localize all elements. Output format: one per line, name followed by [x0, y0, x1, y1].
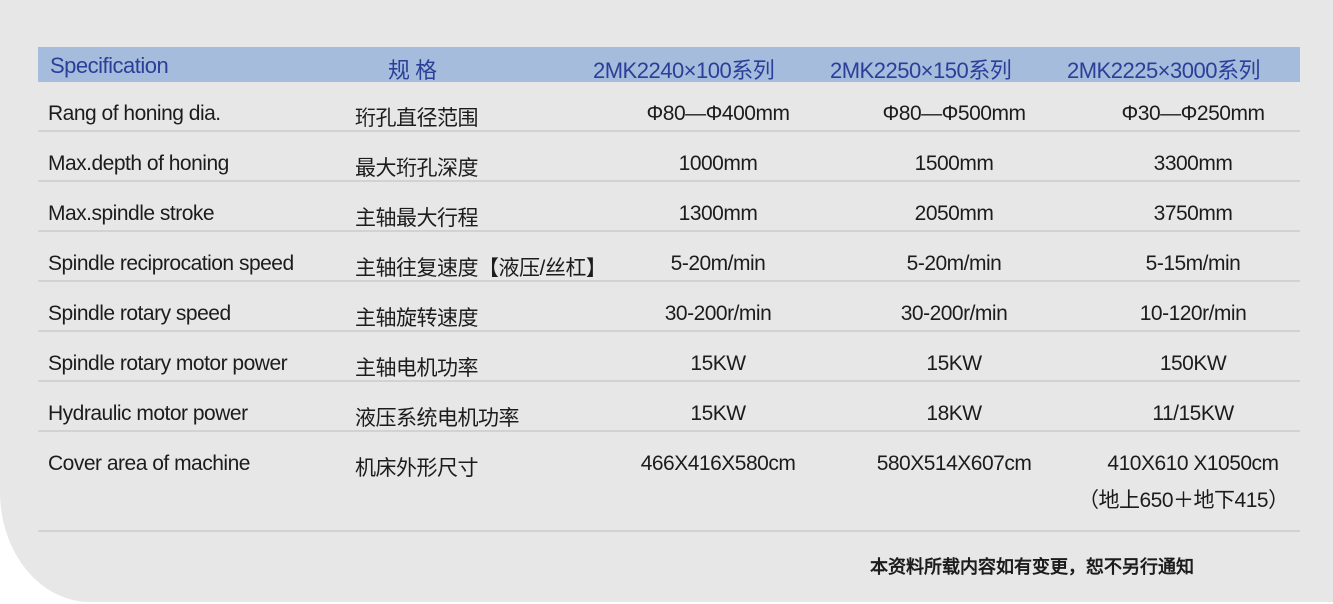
- value-model-2: 2050mm: [914, 202, 994, 225]
- value-model-1: 5-20m/min: [670, 252, 766, 275]
- table-row: Rang of honing dia. 珩孔直径范围 Φ80—Φ400mm Φ80—Φ…: [38, 89, 1300, 132]
- value-model-2: 15KW: [926, 352, 982, 375]
- value-model-2: 580X514X607cm: [876, 452, 1032, 475]
- row-label-cn: 珩孔直径范围: [355, 107, 479, 130]
- row-label-cn: 液压系统电机功率: [355, 407, 520, 430]
- table-row: Spindle reciprocation speed 主轴往复速度【液压/丝杠】…: [38, 239, 1300, 282]
- row-label-en: Cover area of machine: [48, 452, 250, 475]
- table-header: Specification 规 格 2MK2240×100系列 2MK2250×…: [38, 47, 1300, 83]
- value-model-2: 5-20m/min: [906, 252, 1002, 275]
- table-row: Max.spindle stroke 主轴最大行程 1300mm 2050mm 3750…: [38, 189, 1300, 232]
- value-model-1: Φ80—Φ400mm: [646, 102, 790, 125]
- header-model-2: 2MK2250×150系列: [830, 58, 1012, 83]
- value-model-3: Φ30—Φ250mm: [1121, 102, 1265, 125]
- table-row: Spindle rotary motor power 主轴电机功率 15KW 15KW…: [38, 339, 1300, 382]
- value-model-3: 5-15m/min: [1145, 252, 1241, 275]
- row-label-en: Spindle reciprocation speed: [48, 252, 294, 275]
- row-label-en: Max.depth of honing: [48, 152, 229, 175]
- table-row: Cover area of machine 机床外形尺寸 466X416X580cm…: [38, 439, 1300, 532]
- value-model-2: 18KW: [926, 402, 982, 425]
- value-model-1: 15KW: [690, 402, 746, 425]
- row-label-cn: 主轴旋转速度: [355, 307, 479, 330]
- row-label-cn: 主轴电机功率: [355, 357, 479, 380]
- value-model-3: 150KW: [1159, 352, 1227, 375]
- footer-note: 本资料所载内容如有变更，恕不另行通知: [870, 557, 1194, 577]
- value-model-3: 3750mm: [1153, 202, 1233, 225]
- row-label-en: Max.spindle stroke: [48, 202, 215, 225]
- table-row: Spindle rotary speed 主轴旋转速度 30-200r/min 30-…: [38, 289, 1300, 332]
- value-model-3: 3300mm: [1153, 152, 1233, 175]
- value-model-1: 1000mm: [678, 152, 758, 175]
- row-label-en: Rang of honing dia.: [48, 102, 221, 125]
- table-row: Hydraulic motor power 液压系统电机功率 15KW 18KW 11/…: [38, 389, 1300, 432]
- row-label-en: Spindle rotary speed: [48, 302, 231, 325]
- header-model-3: 2MK2225×3000系列: [1067, 58, 1260, 83]
- value-model-2: 1500mm: [914, 152, 994, 175]
- header-model-1: 2MK2240×100系列: [593, 58, 775, 83]
- header-specification: Specification: [50, 53, 169, 78]
- table-row: Max.depth of honing 最大珩孔深度 1000mm 1500mm 330…: [38, 139, 1300, 182]
- value-model-1: 30-200r/min: [664, 302, 772, 325]
- row-label-cn: 机床外形尺寸: [355, 457, 479, 480]
- cover-area-note: （地上650＋地下415）: [1078, 489, 1289, 512]
- value-model-3: 11/15KW: [1152, 402, 1234, 425]
- row-label-en: Spindle rotary motor power: [48, 352, 288, 375]
- row-label-en: Hydraulic motor power: [48, 402, 248, 425]
- value-model-3: 410X610 X1050cm: [1107, 452, 1279, 475]
- value-model-2: Φ80—Φ500mm: [882, 102, 1026, 125]
- value-model-3: 10-120r/min: [1139, 302, 1247, 325]
- header-spec-cn: 规 格: [388, 58, 437, 83]
- value-model-1: 15KW: [690, 352, 746, 375]
- value-model-2: 30-200r/min: [900, 302, 1008, 325]
- value-model-1: 466X416X580cm: [640, 452, 796, 475]
- row-label-cn: 主轴往复速度【液压/丝杠】: [355, 257, 607, 280]
- row-label-cn: 最大珩孔深度: [355, 157, 479, 180]
- row-label-cn: 主轴最大行程: [355, 207, 479, 230]
- value-model-1: 1300mm: [678, 202, 758, 225]
